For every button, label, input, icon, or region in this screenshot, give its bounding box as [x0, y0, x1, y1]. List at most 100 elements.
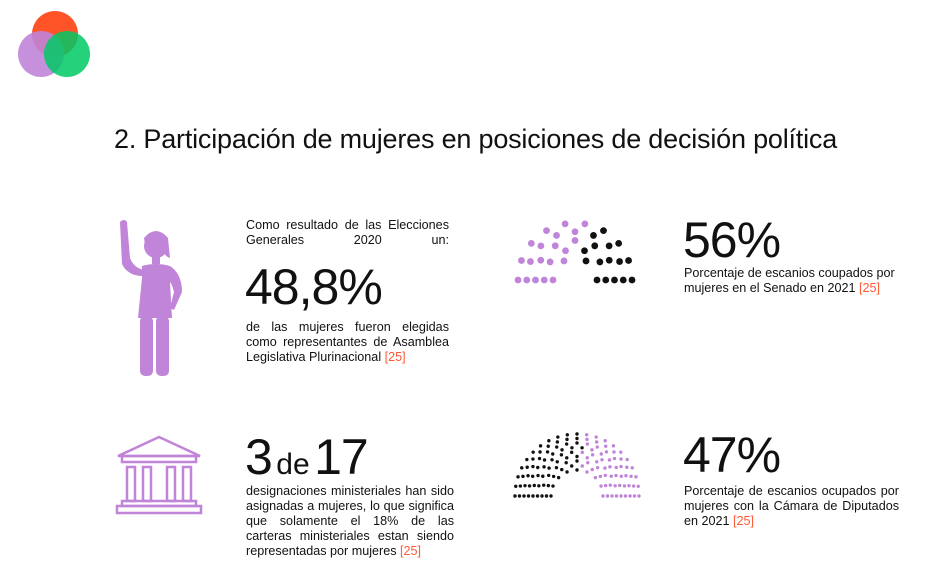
- seat-women: [585, 456, 589, 460]
- seat-other: [537, 456, 542, 461]
- seat-women: [581, 220, 589, 228]
- block2-description: designaciones ministeriales han sido asi…: [246, 484, 454, 558]
- seat-women: [590, 448, 594, 452]
- seat-other: [559, 453, 564, 457]
- seat-women: [625, 465, 629, 469]
- seat-women: [603, 466, 607, 470]
- seat-other: [605, 256, 613, 264]
- seat-women: [590, 467, 594, 472]
- seat-women: [619, 474, 624, 478]
- seat-women: [585, 437, 589, 442]
- seat-women: [612, 456, 617, 461]
- seat-women: [532, 276, 539, 284]
- block3-description: Porcentaje de escanios coupados por muje…: [684, 266, 895, 295]
- seat-other: [570, 446, 574, 450]
- seat-other: [531, 494, 535, 498]
- seat-women: [593, 475, 598, 480]
- seat-other: [542, 465, 546, 469]
- seat-other: [545, 450, 550, 454]
- page-title: 2. Participación de mujeres en posicione…: [114, 124, 838, 154]
- seat-other: [560, 448, 564, 452]
- senate-seat-chart: [514, 220, 636, 284]
- seat-other: [526, 494, 531, 498]
- seat-women: [595, 460, 599, 464]
- seat-women: [527, 258, 534, 265]
- seat-other: [596, 258, 604, 266]
- seat-women: [543, 227, 550, 235]
- seat-women: [585, 470, 589, 474]
- seat-women: [537, 256, 545, 264]
- seat-other: [526, 474, 530, 478]
- seat-other: [521, 474, 525, 479]
- block2-value-de: de: [276, 448, 310, 481]
- seat-other: [531, 464, 535, 469]
- seat-other: [580, 446, 584, 450]
- seat-other: [556, 475, 561, 480]
- seat-other: [625, 257, 632, 264]
- seat-other: [570, 464, 574, 468]
- seat-other: [581, 247, 588, 255]
- block2-value: 3 de 17: [245, 432, 369, 482]
- seat-other: [537, 484, 541, 488]
- seat-women: [595, 465, 600, 470]
- seat-other: [541, 474, 545, 478]
- seat-women: [586, 461, 590, 465]
- block4-description: Porcentaje de escanios ocupados por muje…: [684, 484, 899, 528]
- seat-other: [535, 494, 540, 498]
- seat-other: [555, 445, 559, 449]
- logo-circles-icon: [18, 11, 90, 77]
- seat-women: [628, 494, 632, 498]
- seat-women: [523, 276, 531, 284]
- seat-women: [619, 494, 623, 498]
- block1-intro: Como resultado de las Elecciones General…: [246, 218, 449, 247]
- block1-reference-link[interactable]: [25]: [384, 350, 406, 364]
- seat-other: [556, 435, 560, 439]
- woman-raising-hand-icon: [120, 220, 182, 376]
- seat-women: [611, 444, 616, 448]
- seat-women: [540, 276, 548, 284]
- seat-women: [601, 494, 605, 498]
- seat-women: [603, 473, 608, 478]
- seat-women: [619, 450, 623, 454]
- seat-other: [522, 494, 526, 498]
- seat-other: [554, 465, 559, 470]
- seat-other: [551, 474, 556, 479]
- seat-other: [575, 459, 579, 463]
- seat-other: [565, 437, 569, 442]
- seat-women: [599, 484, 603, 488]
- block2-text: designaciones ministeriales han sido asi…: [246, 484, 454, 559]
- seat-women: [605, 494, 610, 498]
- seat-other: [569, 450, 574, 455]
- seat-women: [604, 444, 608, 448]
- block4-reference-link[interactable]: [25]: [733, 514, 755, 528]
- seat-women: [608, 465, 612, 469]
- seat-other: [518, 484, 523, 488]
- seat-other: [555, 440, 560, 444]
- seat-women: [614, 494, 619, 498]
- seat-women: [612, 450, 616, 454]
- seat-women: [595, 445, 599, 449]
- seat-other: [523, 483, 527, 488]
- seat-other: [564, 442, 569, 446]
- seat-other: [628, 276, 636, 284]
- seat-other: [544, 494, 549, 498]
- block2-reference-link[interactable]: [25]: [400, 544, 422, 558]
- seat-women: [590, 453, 595, 457]
- seat-women: [546, 258, 554, 266]
- block3-reference-link[interactable]: [25]: [859, 281, 881, 295]
- seat-women: [562, 247, 569, 255]
- seat-women: [514, 276, 522, 284]
- seat-women: [598, 474, 603, 479]
- seat-other: [540, 494, 544, 498]
- seat-other: [546, 444, 550, 448]
- seat-other: [575, 441, 579, 445]
- seat-other: [532, 483, 536, 488]
- seat-women: [608, 483, 612, 487]
- seat-women: [551, 242, 559, 250]
- seat-women: [636, 484, 640, 489]
- seat-women: [604, 450, 609, 454]
- seat-women: [630, 466, 634, 470]
- seat-women: [537, 242, 545, 250]
- seat-other: [582, 257, 590, 265]
- seat-women: [580, 450, 585, 455]
